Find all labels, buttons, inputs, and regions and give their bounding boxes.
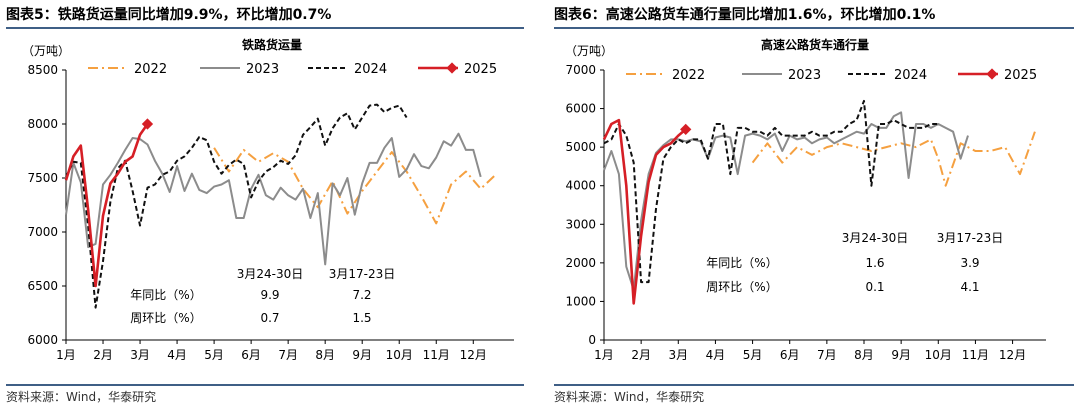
- panel-2-figure-title: 图表6：高速公路货车通行量同比增加1.6%，环比增加0.1%: [554, 6, 935, 23]
- stats-value: 9.9: [260, 288, 279, 302]
- x-tick-label: 3月: [130, 348, 150, 362]
- legend-label-2024: 2024: [894, 68, 927, 83]
- stats-value: 1.5: [352, 311, 371, 325]
- y-tick-label: 4000: [565, 179, 596, 193]
- y-tick-label: 7000: [27, 225, 58, 239]
- panel-2: 图表6：高速公路货车通行量同比增加1.6%，环比增加0.1% （万吨） 高速公路…: [554, 6, 1074, 404]
- stats-column-header: 3月17-23日: [937, 231, 1004, 245]
- panel-1: 图表5：铁路货运量同比增加9.9%，环比增加0.7% （万吨） 铁路货运量 60…: [6, 6, 524, 404]
- x-tick-label: 5月: [743, 348, 763, 362]
- x-tick-label: 6月: [241, 348, 261, 362]
- y-tick-label: 6000: [565, 102, 596, 116]
- x-tick-label: 4月: [706, 348, 726, 362]
- stats-value: 4.1: [960, 280, 979, 294]
- y-tick-label: 0: [588, 333, 596, 347]
- x-tick-label: 2月: [93, 348, 113, 362]
- legend-marker-2025: [446, 62, 458, 74]
- panel-2-chart-title: 高速公路货车通行量: [761, 37, 869, 52]
- x-tick-label: 10月: [386, 348, 413, 362]
- stats-value: 1.6: [865, 256, 884, 270]
- panel-1-source: 资料来源：Wind，华泰研究: [6, 389, 156, 404]
- x-tick-label: 9月: [352, 348, 372, 362]
- legend-label-2022: 2022: [672, 68, 705, 83]
- stats-row-label: 周环比（%）: [130, 311, 201, 325]
- series-line-2024: [603, 99, 939, 284]
- series-line-2024: [65, 103, 408, 309]
- x-tick-label: 10月: [925, 348, 952, 362]
- x-tick-label: 5月: [204, 348, 224, 362]
- x-tick-label: 4月: [167, 348, 187, 362]
- series-line-2025: [602, 118, 687, 305]
- stats-row-label: 年同比（%）: [130, 288, 201, 302]
- stats-value: 0.1: [865, 280, 884, 294]
- legend-label-2024: 2024: [354, 62, 387, 77]
- stats-column-header: 3月17-23日: [329, 267, 396, 281]
- y-tick-label: 3000: [565, 217, 596, 231]
- legend-marker-2025: [986, 68, 998, 80]
- x-tick-label: 11月: [962, 348, 989, 362]
- legend-label-2025: 2025: [1004, 68, 1037, 83]
- panel-2-plot-area: 0 1000 2000 3000 4000 5000 6000 7000 1月 2月 3月 4月 5月 6…: [565, 63, 1046, 362]
- panel-1-unit-label: （万吨）: [22, 44, 70, 58]
- y-tick-label: 1000: [565, 294, 596, 308]
- x-tick-label: 3月: [668, 348, 688, 362]
- series-line-2023: [65, 132, 482, 266]
- x-tick-label: 7月: [278, 348, 298, 362]
- panel-2-unit-label: （万吨）: [565, 44, 613, 58]
- x-tick-label: 9月: [891, 348, 911, 362]
- panel-1-chart-title: 铁路货运量: [242, 37, 302, 52]
- panel-1-figure-title: 图表5：铁路货运量同比增加9.9%，环比增加0.7%: [6, 6, 331, 23]
- legend-label-2023: 2023: [788, 68, 821, 83]
- series-line-2022: [751, 131, 1036, 187]
- y-tick-label: 2000: [565, 256, 596, 270]
- y-tick-label: 6500: [27, 279, 58, 293]
- y-tick-label: 7500: [27, 171, 58, 185]
- x-tick-label: 6月: [780, 348, 800, 362]
- stats-value: 0.7: [260, 311, 279, 325]
- legend-label-2022: 2022: [134, 62, 167, 77]
- x-tick-label: 12月: [460, 348, 487, 362]
- stats-row-label: 周环比（%）: [706, 280, 777, 294]
- series-line-2022: [213, 147, 497, 225]
- legend-label-2023: 2023: [246, 62, 279, 77]
- stats-column-header: 3月24-30日: [842, 231, 909, 245]
- x-tick-label: 12月: [999, 348, 1026, 362]
- x-tick-label: 8月: [315, 348, 335, 362]
- x-tick-label: 1月: [594, 348, 614, 362]
- x-tick-label: 2月: [631, 348, 651, 362]
- x-tick-label: 1月: [56, 348, 76, 362]
- stats-value: 3.9: [960, 256, 979, 270]
- y-tick-label: 5000: [565, 140, 596, 154]
- y-tick-label: 8000: [27, 117, 58, 131]
- legend-label-2025: 2025: [464, 62, 497, 77]
- panel-1-plot-area: 6000 6500 7000 7500 8000 8500 1月 2月 3月 4月 5月 6月 7月 8月…: [27, 62, 514, 362]
- series-line-2025: [64, 123, 149, 288]
- y-tick-label: 8500: [27, 63, 58, 77]
- stats-row-label: 年同比（%）: [706, 256, 777, 270]
- stats-column-header: 3月24-30日: [237, 267, 304, 281]
- x-tick-label: 7月: [817, 348, 837, 362]
- series-line-2023: [603, 111, 969, 291]
- y-tick-label: 7000: [565, 63, 596, 77]
- y-tick-label: 6000: [27, 333, 58, 347]
- panel-2-source: 资料来源：Wind，华泰研究: [554, 389, 704, 404]
- x-tick-label: 11月: [423, 348, 450, 362]
- stats-value: 7.2: [352, 288, 371, 302]
- x-tick-label: 8月: [854, 348, 874, 362]
